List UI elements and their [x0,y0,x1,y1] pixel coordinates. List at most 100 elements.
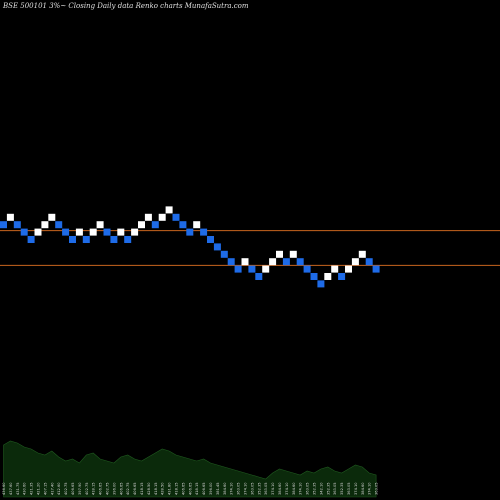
volume-label: 363.05 [375,482,379,495]
volume-label: 406.65 [188,482,192,495]
renko-brick-up [6,213,14,221]
volume-label: 437.60 [9,482,13,495]
volume-label: 363.05 [347,482,351,495]
renko-brick-down [207,236,214,243]
renko-brick-down [310,273,318,280]
volume-label: 352.35 [326,482,330,495]
renko-brick-down [227,258,235,266]
volume-label: 352.35 [313,482,317,495]
renko-brick-up [34,228,42,236]
renko-brick-down [255,273,263,280]
volume-label: 374.10 [285,482,289,495]
renko-brick-down [365,258,373,266]
renko-brick-down [338,273,346,280]
renko-brick-down [82,236,90,243]
volume-label: 421.35 [30,482,34,495]
volume-label: 374.10 [230,482,234,495]
renko-brick-down [172,213,180,221]
renko-brick-down [372,265,380,273]
renko-brick-up [241,258,249,266]
renko-brick-down [13,221,21,229]
volume-label: 412.60 [57,482,61,495]
volume-label: 374.10 [299,482,303,495]
renko-brick-down [200,228,208,236]
volume-label: 418.15 [154,482,158,495]
renko-brick-up [269,258,277,266]
volume-label: 342.10 [319,482,323,495]
renko-brick-up [89,228,97,236]
renko-brick-down [27,236,35,243]
renko-brick-down [124,236,132,243]
volume-label: 431.75 [16,482,20,495]
renko-brick-up [75,228,83,236]
renko-brick-down [69,236,76,243]
volume-label: 428.50 [161,482,165,495]
renko-brick-down [317,280,325,288]
volume-label: 352.35 [257,482,261,495]
renko-brick-up [165,206,173,214]
renko-brick-up [351,258,359,266]
volume-label: 381.45 [216,482,220,495]
renko-brick-up [131,228,139,236]
renko-brick-down [62,228,70,236]
renko-brick-down [186,228,194,236]
volume-label: 430.60 [23,482,27,495]
renko-brick-down [303,265,311,273]
renko-brick-up [193,221,201,229]
volume-label: 406.65 [99,482,103,495]
renko-brick-up [117,228,125,236]
renko-brick-down [248,265,256,273]
volume-label: 402.75 [64,482,68,495]
renko-brick-down [20,228,28,236]
renko-brick-down [220,250,228,258]
chart-title: BSE 500101 3%~ Closing Daily data Renko … [3,2,249,10]
renko-brick-down [103,228,111,236]
volume-label: 406.65 [202,482,206,495]
volume-label: 407.15 [43,482,47,495]
volume-label: 363.05 [264,482,268,495]
volume-label: 406.65 [119,482,123,495]
volume-label: 402.75 [106,482,110,495]
volume-label: 428.50 [147,482,151,495]
volume-label: 406.65 [133,482,137,495]
renko-brick-down [296,258,304,266]
renko-brick-up [324,273,332,280]
volume-label: 402.75 [126,482,130,495]
renko-brick-down [179,221,187,229]
volume-label: 396.00 [112,482,116,495]
reference-lines [0,230,500,266]
volume-panel: 436.60 437.60 431.75 430.60 421.35 421.20 407.… [2,440,379,498]
renko-brick-down [213,243,221,251]
volume-label: 374.10 [244,482,248,495]
volume-label: 396.00 [209,482,213,495]
volume-label: 418.15 [175,482,179,495]
renko-brick-up [262,265,270,273]
volume-label: 397.90 [78,482,82,495]
volume-label: 363.05 [333,482,337,495]
renko-brick-down [234,265,242,273]
volume-area [3,440,377,498]
volume-label: 402.75 [85,482,89,495]
volume-label: 384.60 [292,482,296,495]
volume-label: 418.15 [92,482,96,495]
volume-label: 374.10 [368,482,372,495]
renko-brick-up [96,221,104,229]
volume-label: 406.65 [181,482,185,495]
volume-label: 384.60 [361,482,365,495]
renko-brick-up [358,250,366,258]
volume-label: 352.35 [340,482,344,495]
volume-label: 374.10 [271,482,275,495]
volume-label: 418.15 [195,482,199,495]
volume-label: 384.60 [223,482,227,495]
volume-label: 417.40 [50,482,54,495]
renko-brick-up [289,250,297,258]
renko-brick-down [0,221,7,229]
renko-brick-up [144,213,152,221]
renko-brick-up [48,213,56,221]
renko-brick-up [331,265,339,273]
volume-label: 418.15 [140,482,144,495]
renko-brick-up [158,213,166,221]
renko-brick-up [345,265,352,273]
renko-brick-down [282,258,290,266]
